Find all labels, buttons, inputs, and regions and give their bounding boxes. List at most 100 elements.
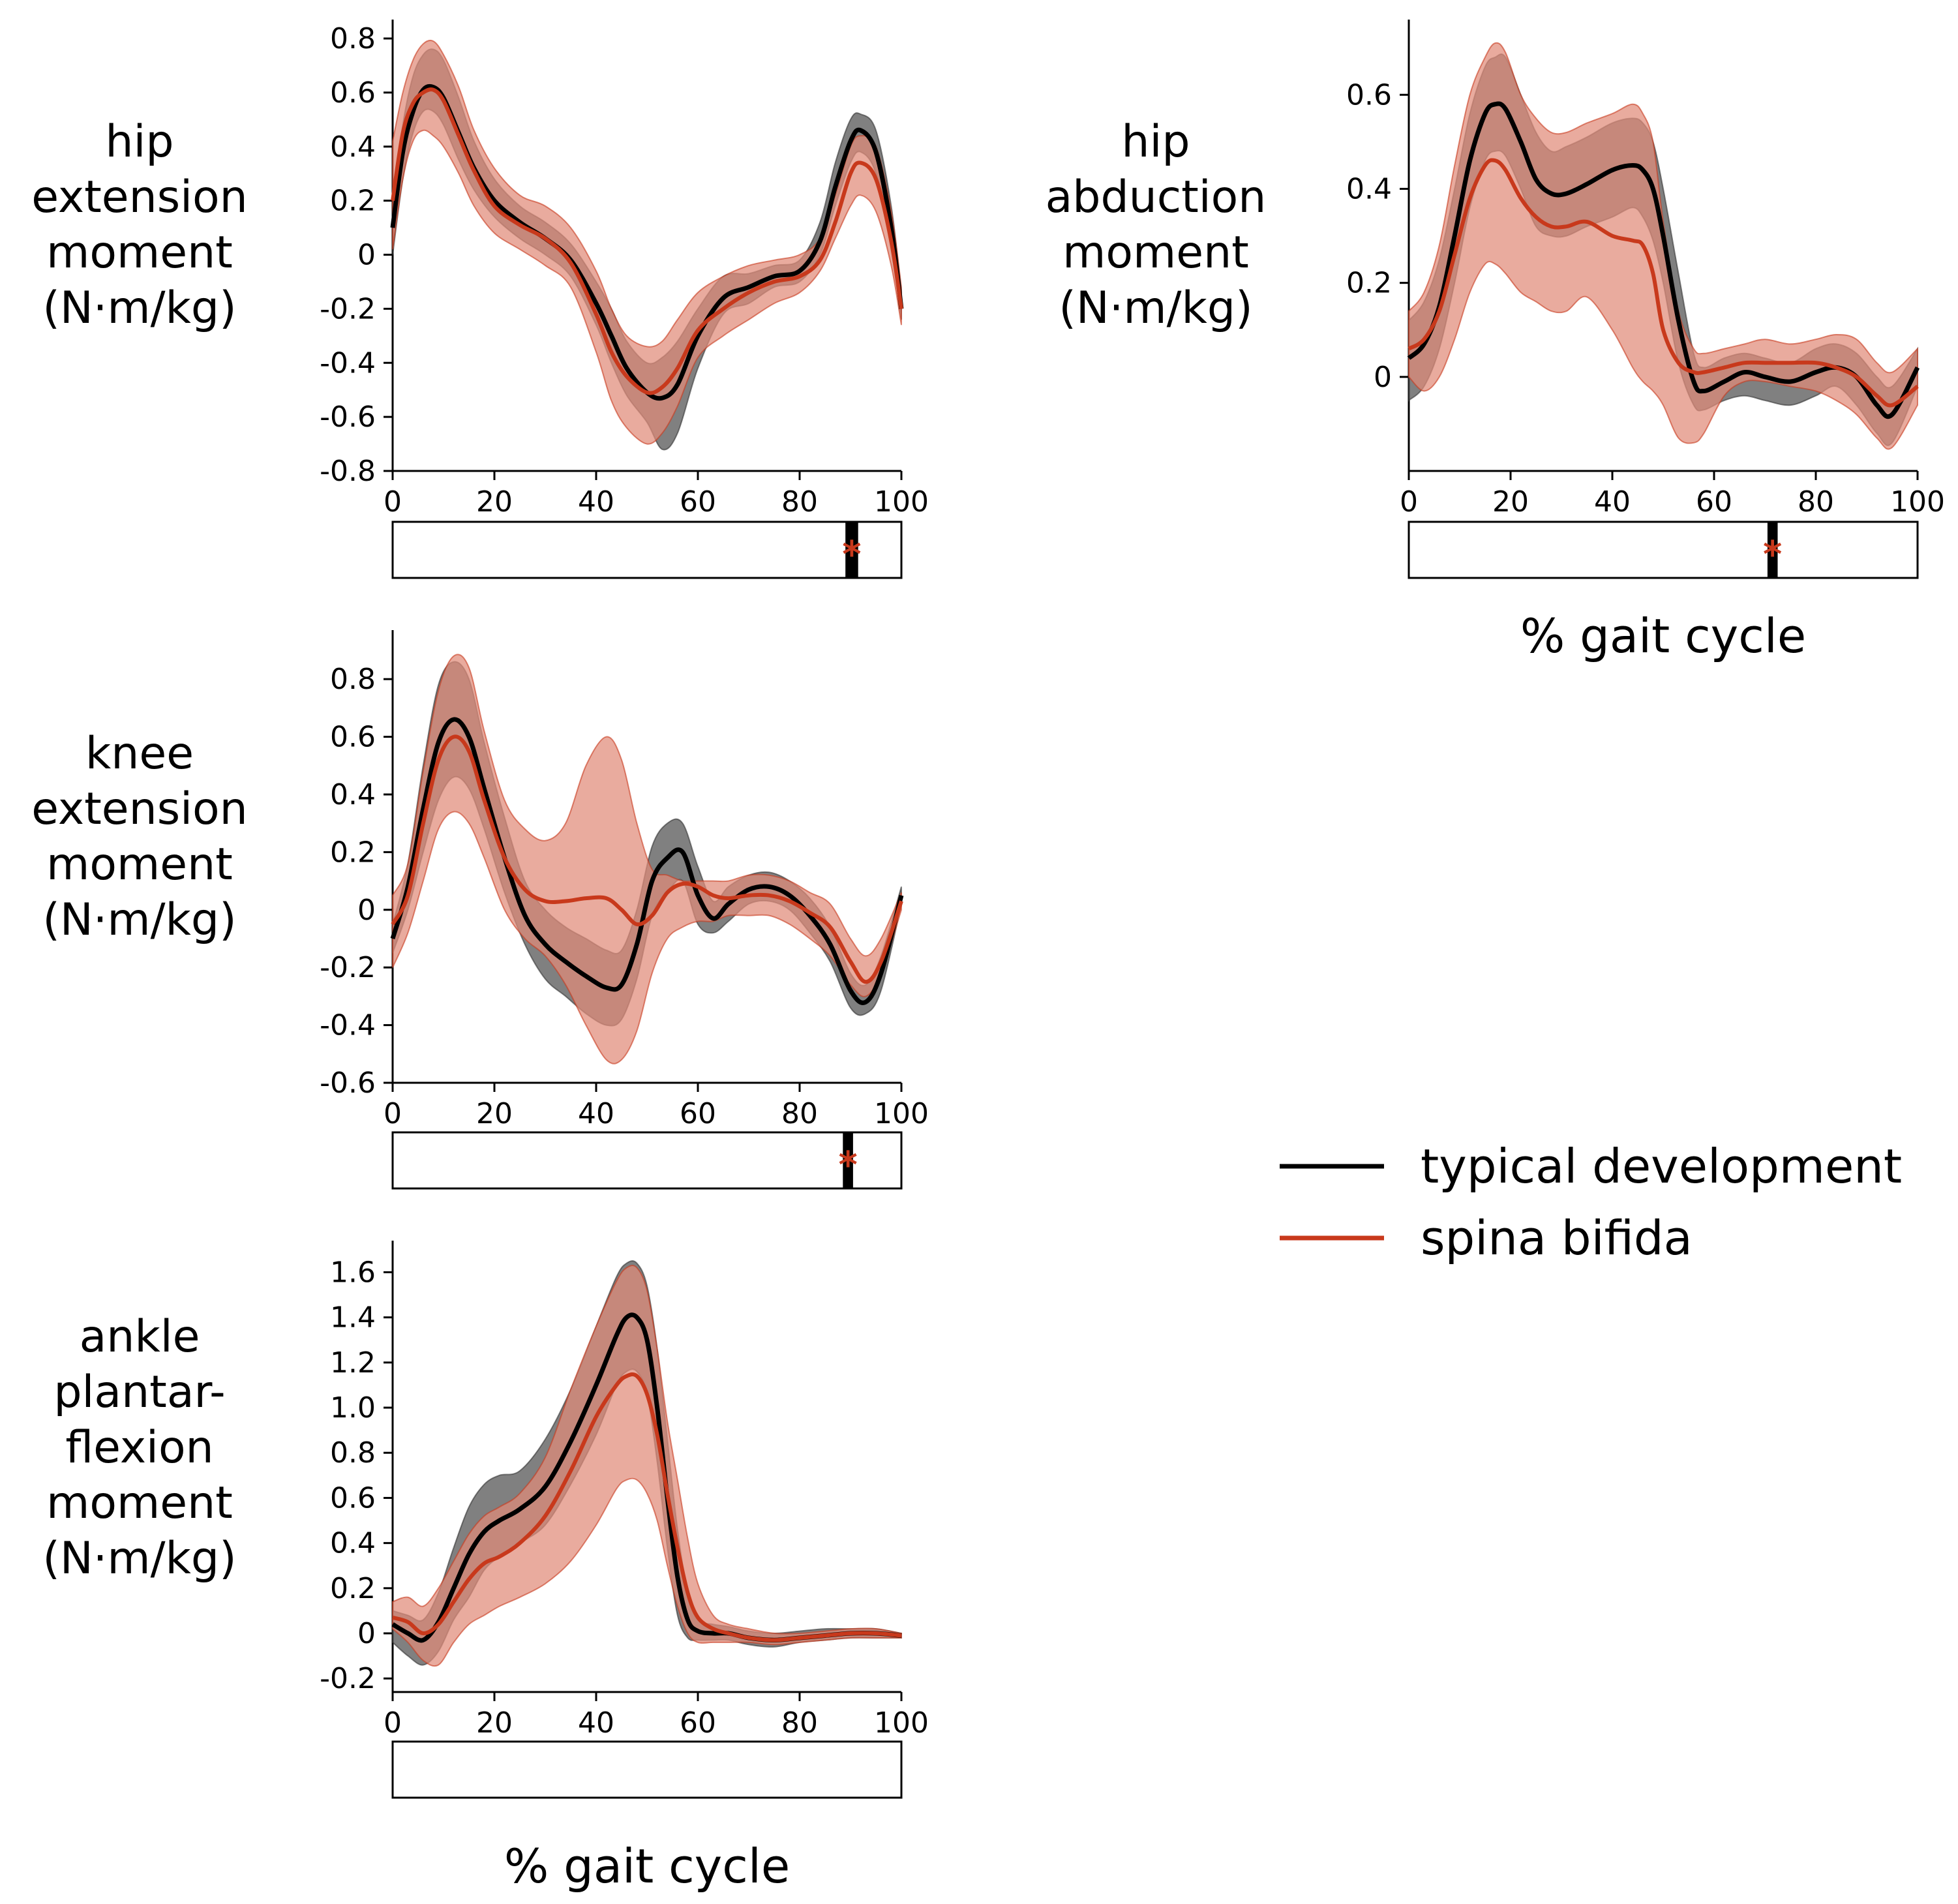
significance-marker: *: [1763, 534, 1782, 576]
x-tick-label: 0: [384, 485, 402, 519]
y-tick-label: -0.4: [320, 346, 376, 380]
y-tick-label: 0.2: [330, 1572, 376, 1605]
plot-hip-extension: [390, 39, 904, 451]
panel-ankle-plantarflexion: ankle plantar-flexion moment (N·m/kg) 1.6 1.…: [42, 1241, 929, 1894]
ylabel-line: plantar-: [53, 1367, 225, 1418]
y-tick-label: 0: [357, 1617, 376, 1650]
line-spina-bifida: [1408, 158, 1919, 408]
x-tick-label: 100: [874, 485, 929, 519]
ylabel-line: (N·m/kg): [42, 282, 236, 334]
significance-box: [391, 1740, 903, 1799]
ylabel-knee-extension: knee extension moment (N·m/kg): [31, 728, 248, 946]
y-tick-label: 1.6: [330, 1256, 376, 1289]
line-spina-bifida: [391, 87, 903, 395]
ticks-hip-extension: 0.80.60.40.20-0.2-0.4-0.6-0.80 20 40 60 80 10…: [320, 20, 929, 519]
x-tick-label: 60: [680, 485, 716, 519]
y-tick-label: -0.2: [320, 951, 376, 984]
y-tick-label: 0.6: [330, 76, 376, 110]
x-tick-label: 20: [1492, 485, 1529, 519]
y-tick-label: 0.2: [1346, 267, 1392, 300]
ylabel-ankle-plantarflexion: ankle plantar-flexion moment (N·m/kg): [42, 1311, 236, 1584]
ylabel-line: hip: [1121, 116, 1190, 168]
x-tick-label: 60: [680, 1706, 716, 1740]
significance-marker: *: [842, 534, 861, 576]
ylabel-line: extension: [31, 172, 248, 223]
y-tick-label: 0: [357, 894, 376, 927]
line-typical-development: [390, 717, 904, 1005]
significance-bar: [1767, 522, 1778, 578]
x-tick-label: 80: [781, 485, 818, 519]
x-tick-label: 40: [578, 1097, 614, 1130]
band-spina-bifida: [392, 39, 902, 445]
y-tick-label: 0.4: [330, 130, 376, 164]
x-tick-label: 60: [1696, 485, 1732, 519]
x-tick-label: 20: [476, 1097, 513, 1130]
x-tick-label: 20: [476, 1706, 513, 1740]
ylabel-hip-extension: hip extension moment (N·m/kg): [31, 116, 248, 334]
y-tick-label: 0.6: [330, 1481, 376, 1515]
panel-knee-extension: knee extension moment (N·m/kg) 0.8 0.6 0.4 0.2…: [31, 630, 929, 1190]
significance-box: [1408, 521, 1919, 579]
panel-hip-extension: hip extension moment (N·m/kg) 0.8 0.6 0.4 0.2 0…: [31, 20, 929, 579]
significance-bar: [843, 1132, 853, 1188]
y-tick-label: 0.4: [1346, 173, 1392, 206]
x-tick-label: 60: [680, 1097, 716, 1130]
plot-knee-extension: [390, 654, 904, 1065]
y-tick-label: 1.2: [330, 1346, 376, 1380]
plot-ankle-plantarflexion: [391, 1260, 902, 1667]
x-tick-label: 80: [781, 1706, 818, 1740]
x-tick-label: 80: [781, 1097, 818, 1130]
y-tick-label: 0.6: [1346, 78, 1392, 112]
ylabel-hip-abduction: hip abduction moment (N·m/kg): [1046, 116, 1267, 334]
y-tick-label: -0.6: [320, 400, 376, 434]
x-tick-label: 100: [874, 1706, 929, 1740]
significance-hip-extension: *: [391, 521, 903, 579]
y-tick-label: -0.6: [320, 1066, 376, 1100]
line-spina-bifida: [392, 1372, 902, 1642]
ylabel-line: (N·m/kg): [1059, 282, 1252, 334]
x-tick-label: 100: [874, 1097, 929, 1130]
y-tick-label: 0: [357, 239, 376, 272]
significance-box: [391, 1131, 903, 1190]
significance-hip-abduction: *: [1408, 521, 1919, 579]
significance-knee-extension: *: [391, 1131, 903, 1190]
ylabel-line: (N·m/kg): [42, 1533, 236, 1584]
ylabel-line: moment: [46, 839, 233, 890]
legend: typical development spina bifida: [1280, 1139, 1902, 1265]
x-tick-label: 40: [578, 485, 614, 519]
x-tick-label: 100: [1890, 485, 1945, 519]
y-tick-label: 0.8: [330, 1436, 376, 1470]
ylabel-line: extension: [31, 783, 248, 835]
ticks-knee-extension: 0.80.60.40.20-0.2-0.4-0.60 20 40 60 80 100: [320, 630, 929, 1130]
x-tick-label: 40: [578, 1706, 614, 1740]
x-tick-label: 80: [1798, 485, 1834, 519]
significance-ankle-plantarflexion: [391, 1740, 903, 1799]
plot-hip-abduction: [1407, 42, 1920, 450]
y-tick-label: -0.4: [320, 1009, 376, 1042]
x-tick-label: 0: [384, 1706, 402, 1740]
ylabel-line: moment: [1062, 227, 1249, 279]
ylabel-line: abduction: [1046, 172, 1267, 223]
x-tick-label: 0: [1400, 485, 1418, 519]
y-tick-label: 0.2: [330, 836, 376, 869]
y-tick-label: -0.8: [320, 455, 376, 488]
y-tick-label: 0.2: [330, 185, 376, 218]
y-tick-label: 1.4: [330, 1301, 376, 1335]
ylabel-line: knee: [85, 728, 194, 779]
y-tick-label: 0.8: [330, 663, 376, 696]
band-spina-bifida: [392, 654, 902, 1065]
x-tick-label: 0: [384, 1097, 402, 1130]
ylabel-line: moment: [46, 227, 233, 279]
y-tick-label: 0.8: [330, 22, 376, 55]
y-tick-label: -0.2: [320, 292, 376, 325]
legend-label-spina-bifida: spina bifida: [1421, 1211, 1693, 1265]
significance-bar: [845, 522, 858, 578]
y-tick-label: 0: [1374, 361, 1392, 394]
y-tick-label: 0.6: [330, 721, 376, 754]
ylabel-line: (N·m/kg): [42, 894, 236, 946]
band-spina-bifida: [392, 1265, 902, 1667]
x-tick-label: 20: [476, 485, 513, 519]
significance-box: [391, 521, 903, 579]
panel-hip-abduction: hip abduction moment (N·m/kg) 0.6 0.4 0.2 0 0 20…: [1046, 20, 1945, 663]
